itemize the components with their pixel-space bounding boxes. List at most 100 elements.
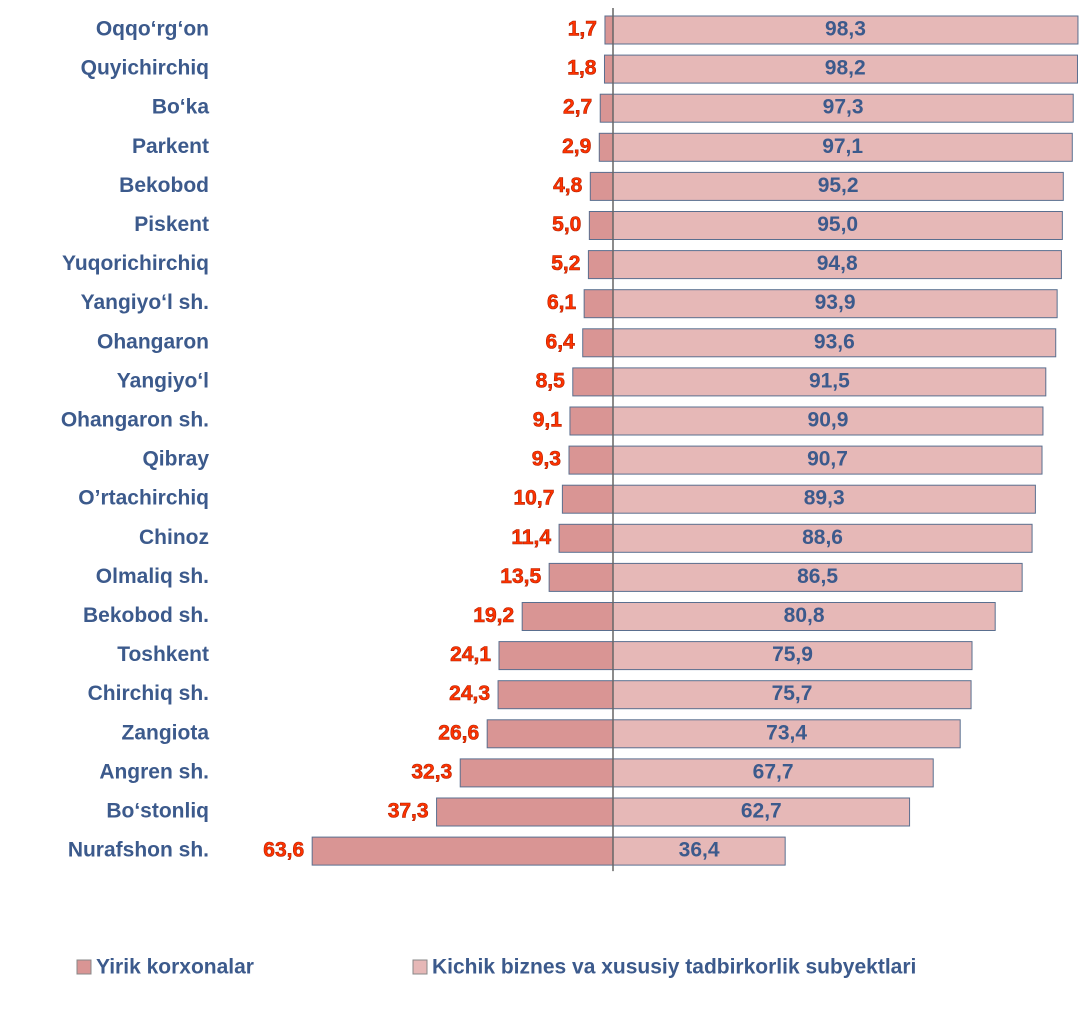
value-label: 2,7 (563, 96, 592, 119)
category-label: Bo‘ka (152, 96, 210, 119)
bar (612, 836, 786, 866)
value-label: 8,5 (536, 369, 566, 392)
value-label: 95,0 (817, 213, 858, 236)
legend-label: Kichik biznes va xususiy tadbirkorlik su… (432, 956, 916, 979)
category-label: Ohangaron sh. (61, 409, 209, 432)
legend-swatch (76, 959, 92, 975)
bar (603, 54, 614, 84)
value-label: 36,4 (679, 839, 720, 862)
category-label: Oqqo‘rg‘on (96, 18, 209, 41)
value-label: 93,6 (814, 330, 855, 353)
value-label: 88,6 (802, 526, 843, 549)
value-label: 62,7 (741, 800, 782, 823)
bar (588, 211, 614, 240)
category-label: Toshkent (117, 643, 209, 666)
value-label: 24,3 (449, 682, 490, 705)
value-label: 97,1 (822, 135, 863, 158)
category-label: Olmaliq sh. (96, 565, 209, 588)
value-label: 97,3 (823, 96, 864, 119)
value-label: 19,2 (473, 604, 514, 627)
bar (599, 93, 614, 123)
bar (583, 289, 614, 319)
value-label: 9,1 (533, 409, 563, 432)
category-label: Ohangaron (97, 330, 209, 353)
value-label: 13,5 (500, 565, 541, 588)
bar (561, 484, 614, 514)
bar (548, 562, 614, 592)
bar (612, 15, 1079, 45)
value-label: 75,7 (772, 682, 813, 705)
bar (598, 132, 614, 162)
bar (612, 562, 1023, 592)
bar (459, 758, 614, 788)
value-label: 10,7 (514, 487, 555, 510)
value-label: 63,6 (263, 839, 304, 862)
value-label: 32,3 (411, 760, 452, 783)
bar (612, 523, 1033, 553)
value-label: 9,3 (532, 448, 561, 471)
category-label: Nurafshon sh. (68, 839, 209, 862)
bar (436, 797, 614, 827)
category-label: Piskent (134, 213, 209, 236)
value-label: 89,3 (804, 487, 845, 510)
category-label: Qibray (142, 448, 209, 471)
bar (604, 15, 614, 45)
bar (587, 250, 614, 280)
value-label: 98,2 (825, 57, 866, 80)
category-label: O’rtachirchiq (78, 487, 209, 510)
category-label: Bekobod (119, 174, 209, 197)
bar (497, 680, 614, 710)
bar (311, 836, 614, 866)
bar (612, 719, 961, 749)
value-label: 26,6 (438, 721, 479, 744)
category-label: Yuqorichirchiq (62, 252, 209, 275)
value-label: 91,5 (809, 369, 850, 392)
value-label: 86,5 (797, 565, 838, 588)
bar (558, 523, 614, 553)
bar (589, 171, 614, 201)
bar (612, 484, 1036, 514)
value-label: 73,4 (766, 721, 807, 744)
value-label: 98,3 (825, 18, 866, 41)
value-label: 90,7 (807, 448, 848, 471)
bar (572, 367, 614, 397)
bar (568, 445, 614, 475)
legend-swatch (412, 959, 428, 975)
bar (612, 132, 1073, 162)
value-label: 4,8 (553, 174, 583, 197)
bar (486, 719, 614, 749)
value-label: 24,1 (450, 643, 491, 666)
bar (582, 328, 614, 358)
value-label: 93,9 (815, 291, 856, 314)
bar (612, 93, 1074, 123)
bar (612, 171, 1064, 201)
bar (569, 406, 614, 436)
category-label: Chirchiq sh. (88, 682, 209, 705)
category-label: Quyichirchiq (81, 57, 209, 80)
value-label: 90,9 (808, 409, 849, 432)
value-label: 6,1 (547, 291, 577, 314)
bar (612, 797, 911, 827)
category-label: Yangiyo‘l (117, 369, 209, 392)
bar (612, 54, 1078, 84)
value-label: 95,2 (818, 174, 859, 197)
value-label: 2,9 (562, 135, 591, 158)
value-label: 80,8 (784, 604, 825, 627)
bar (612, 758, 934, 788)
value-label: 67,7 (753, 760, 794, 783)
bar (612, 367, 1047, 397)
value-label: 5,2 (551, 252, 580, 275)
category-label: Angren sh. (99, 760, 209, 783)
value-label: 6,4 (546, 330, 576, 353)
category-label: Yangiyo‘l sh. (81, 291, 209, 314)
value-label: 94,8 (817, 252, 858, 275)
category-label: Parkent (132, 135, 209, 158)
category-label: Chinoz (139, 526, 209, 549)
bar (498, 641, 614, 671)
bar (521, 602, 614, 631)
value-label: 1,7 (568, 18, 597, 41)
category-label: Bo‘stonliq (106, 800, 209, 823)
value-label: 5,0 (552, 213, 581, 236)
category-label: Bekobod sh. (83, 604, 209, 627)
